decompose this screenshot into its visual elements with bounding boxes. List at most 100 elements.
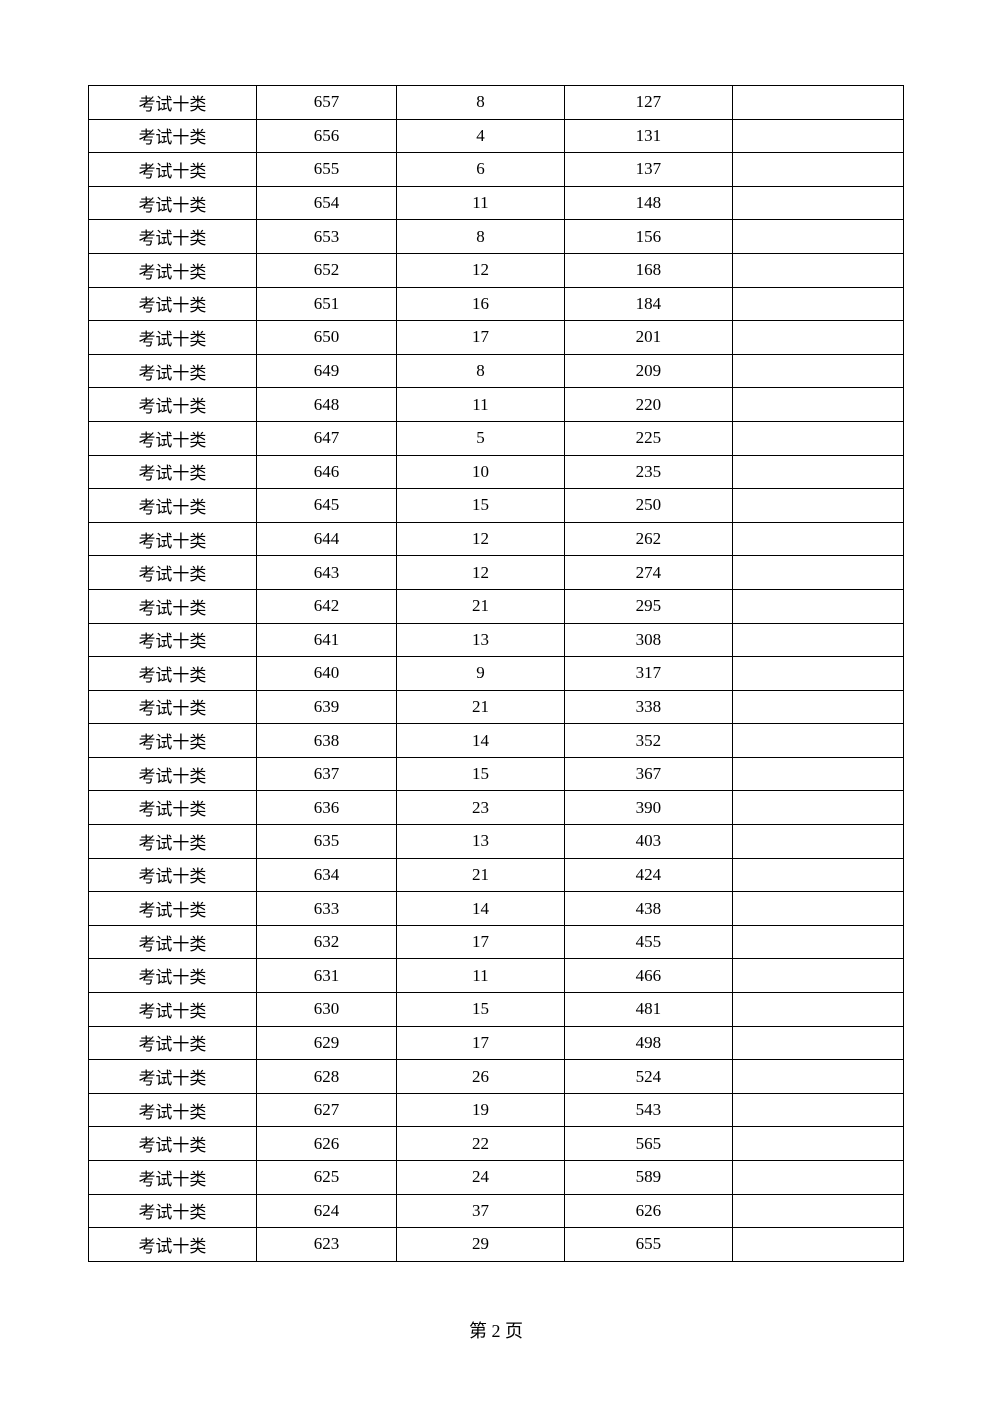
count-cell: 5 bbox=[397, 421, 565, 455]
category-cell: 考试十类 bbox=[89, 892, 257, 926]
cumulative-cell: 498 bbox=[564, 1026, 732, 1060]
table-row: 考试十类65411148 bbox=[89, 186, 904, 220]
table-row: 考试十类64412262 bbox=[89, 522, 904, 556]
table-row: 考试十类63015481 bbox=[89, 993, 904, 1027]
score-cell: 653 bbox=[256, 220, 396, 254]
count-cell: 12 bbox=[397, 556, 565, 590]
table-row: 考试十类63715367 bbox=[89, 757, 904, 791]
category-cell: 考试十类 bbox=[89, 287, 257, 321]
empty-cell bbox=[732, 119, 903, 153]
category-cell: 考试十类 bbox=[89, 925, 257, 959]
category-cell: 考试十类 bbox=[89, 858, 257, 892]
table-row: 考试十类6556137 bbox=[89, 153, 904, 187]
empty-cell bbox=[732, 757, 903, 791]
category-cell: 考试十类 bbox=[89, 522, 257, 556]
score-cell: 636 bbox=[256, 791, 396, 825]
score-cell: 655 bbox=[256, 153, 396, 187]
table-row: 考试十类64221295 bbox=[89, 589, 904, 623]
count-cell: 29 bbox=[397, 1228, 565, 1262]
cumulative-cell: 274 bbox=[564, 556, 732, 590]
empty-cell bbox=[732, 657, 903, 691]
cumulative-cell: 295 bbox=[564, 589, 732, 623]
category-cell: 考试十类 bbox=[89, 119, 257, 153]
score-cell: 657 bbox=[256, 86, 396, 120]
cumulative-cell: 235 bbox=[564, 455, 732, 489]
empty-cell bbox=[732, 354, 903, 388]
category-cell: 考试十类 bbox=[89, 993, 257, 1027]
count-cell: 15 bbox=[397, 489, 565, 523]
count-cell: 11 bbox=[397, 959, 565, 993]
cumulative-cell: 308 bbox=[564, 623, 732, 657]
count-cell: 9 bbox=[397, 657, 565, 691]
count-cell: 16 bbox=[397, 287, 565, 321]
score-cell: 648 bbox=[256, 388, 396, 422]
table-row: 考试十类63421424 bbox=[89, 858, 904, 892]
count-cell: 17 bbox=[397, 1026, 565, 1060]
cumulative-cell: 131 bbox=[564, 119, 732, 153]
score-cell: 641 bbox=[256, 623, 396, 657]
count-cell: 23 bbox=[397, 791, 565, 825]
table-row: 考试十类65017201 bbox=[89, 321, 904, 355]
category-cell: 考试十类 bbox=[89, 1194, 257, 1228]
score-cell: 629 bbox=[256, 1026, 396, 1060]
score-cell: 656 bbox=[256, 119, 396, 153]
score-cell: 634 bbox=[256, 858, 396, 892]
score-cell: 642 bbox=[256, 589, 396, 623]
category-cell: 考试十类 bbox=[89, 1060, 257, 1094]
table-row: 考试十类63921338 bbox=[89, 690, 904, 724]
count-cell: 6 bbox=[397, 153, 565, 187]
empty-cell bbox=[732, 522, 903, 556]
category-cell: 考试十类 bbox=[89, 388, 257, 422]
category-cell: 考试十类 bbox=[89, 1127, 257, 1161]
score-cell: 631 bbox=[256, 959, 396, 993]
page-footer: 第 2 页 bbox=[0, 1317, 992, 1343]
count-cell: 17 bbox=[397, 925, 565, 959]
category-cell: 考试十类 bbox=[89, 556, 257, 590]
category-cell: 考试十类 bbox=[89, 455, 257, 489]
cumulative-cell: 367 bbox=[564, 757, 732, 791]
cumulative-cell: 220 bbox=[564, 388, 732, 422]
table-row: 考试十类65116184 bbox=[89, 287, 904, 321]
empty-cell bbox=[732, 858, 903, 892]
count-cell: 14 bbox=[397, 892, 565, 926]
table-row: 考试十类6564131 bbox=[89, 119, 904, 153]
category-cell: 考试十类 bbox=[89, 1161, 257, 1195]
score-cell: 628 bbox=[256, 1060, 396, 1094]
score-cell: 635 bbox=[256, 825, 396, 859]
empty-cell bbox=[732, 489, 903, 523]
table-row: 考试十类63314438 bbox=[89, 892, 904, 926]
count-cell: 14 bbox=[397, 724, 565, 758]
table-row: 考试十类62917498 bbox=[89, 1026, 904, 1060]
cumulative-cell: 455 bbox=[564, 925, 732, 959]
count-cell: 17 bbox=[397, 321, 565, 355]
category-cell: 考试十类 bbox=[89, 489, 257, 523]
table-row: 考试十类62524589 bbox=[89, 1161, 904, 1195]
table-row: 考试十类64515250 bbox=[89, 489, 904, 523]
table-row: 考试十类6475225 bbox=[89, 421, 904, 455]
empty-cell bbox=[732, 421, 903, 455]
count-cell: 13 bbox=[397, 825, 565, 859]
cumulative-cell: 127 bbox=[564, 86, 732, 120]
empty-cell bbox=[732, 253, 903, 287]
cumulative-cell: 565 bbox=[564, 1127, 732, 1161]
empty-cell bbox=[732, 993, 903, 1027]
cumulative-cell: 524 bbox=[564, 1060, 732, 1094]
category-cell: 考试十类 bbox=[89, 825, 257, 859]
cumulative-cell: 390 bbox=[564, 791, 732, 825]
category-cell: 考试十类 bbox=[89, 153, 257, 187]
empty-cell bbox=[732, 1026, 903, 1060]
page-number: 第 2 页 bbox=[469, 1321, 523, 1341]
score-cell: 654 bbox=[256, 186, 396, 220]
count-cell: 21 bbox=[397, 589, 565, 623]
table-row: 考试十类63623390 bbox=[89, 791, 904, 825]
cumulative-cell: 156 bbox=[564, 220, 732, 254]
count-cell: 8 bbox=[397, 86, 565, 120]
score-cell: 651 bbox=[256, 287, 396, 321]
score-cell: 639 bbox=[256, 690, 396, 724]
count-cell: 15 bbox=[397, 993, 565, 1027]
score-cell: 630 bbox=[256, 993, 396, 1027]
cumulative-cell: 148 bbox=[564, 186, 732, 220]
score-cell: 627 bbox=[256, 1093, 396, 1127]
table-row: 考试十类63111466 bbox=[89, 959, 904, 993]
table-row: 考试十类6578127 bbox=[89, 86, 904, 120]
